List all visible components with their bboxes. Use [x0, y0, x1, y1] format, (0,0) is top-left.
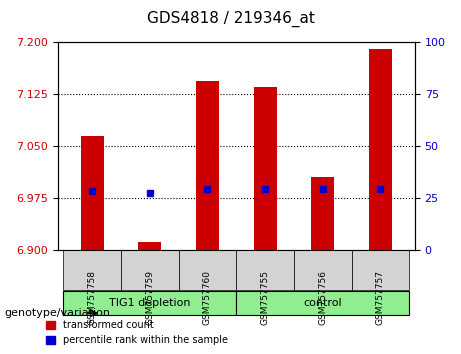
Bar	[254, 87, 277, 250]
FancyBboxPatch shape	[351, 250, 409, 290]
Bar	[138, 242, 161, 250]
Text: genotype/variation: genotype/variation	[5, 308, 111, 318]
Bar	[81, 136, 104, 250]
FancyBboxPatch shape	[236, 250, 294, 290]
FancyBboxPatch shape	[64, 291, 236, 315]
Text: GDS4818 / 219346_at: GDS4818 / 219346_at	[147, 11, 314, 27]
FancyBboxPatch shape	[121, 250, 179, 290]
FancyBboxPatch shape	[64, 250, 121, 290]
Bar	[369, 50, 392, 250]
FancyBboxPatch shape	[236, 291, 409, 315]
Text: TIG1 depletion: TIG1 depletion	[109, 298, 190, 308]
Text: GSM757760: GSM757760	[203, 270, 212, 325]
Bar	[196, 81, 219, 250]
Legend: transformed count, percentile rank within the sample: transformed count, percentile rank withi…	[42, 316, 232, 349]
Text: control: control	[303, 298, 342, 308]
Text: GSM757758: GSM757758	[88, 270, 97, 325]
Text: GSM757757: GSM757757	[376, 270, 385, 325]
Bar	[311, 177, 334, 250]
FancyBboxPatch shape	[179, 250, 236, 290]
FancyBboxPatch shape	[294, 250, 351, 290]
Text: GSM757756: GSM757756	[318, 270, 327, 325]
Text: GSM757759: GSM757759	[145, 270, 154, 325]
Text: GSM757755: GSM757755	[260, 270, 270, 325]
